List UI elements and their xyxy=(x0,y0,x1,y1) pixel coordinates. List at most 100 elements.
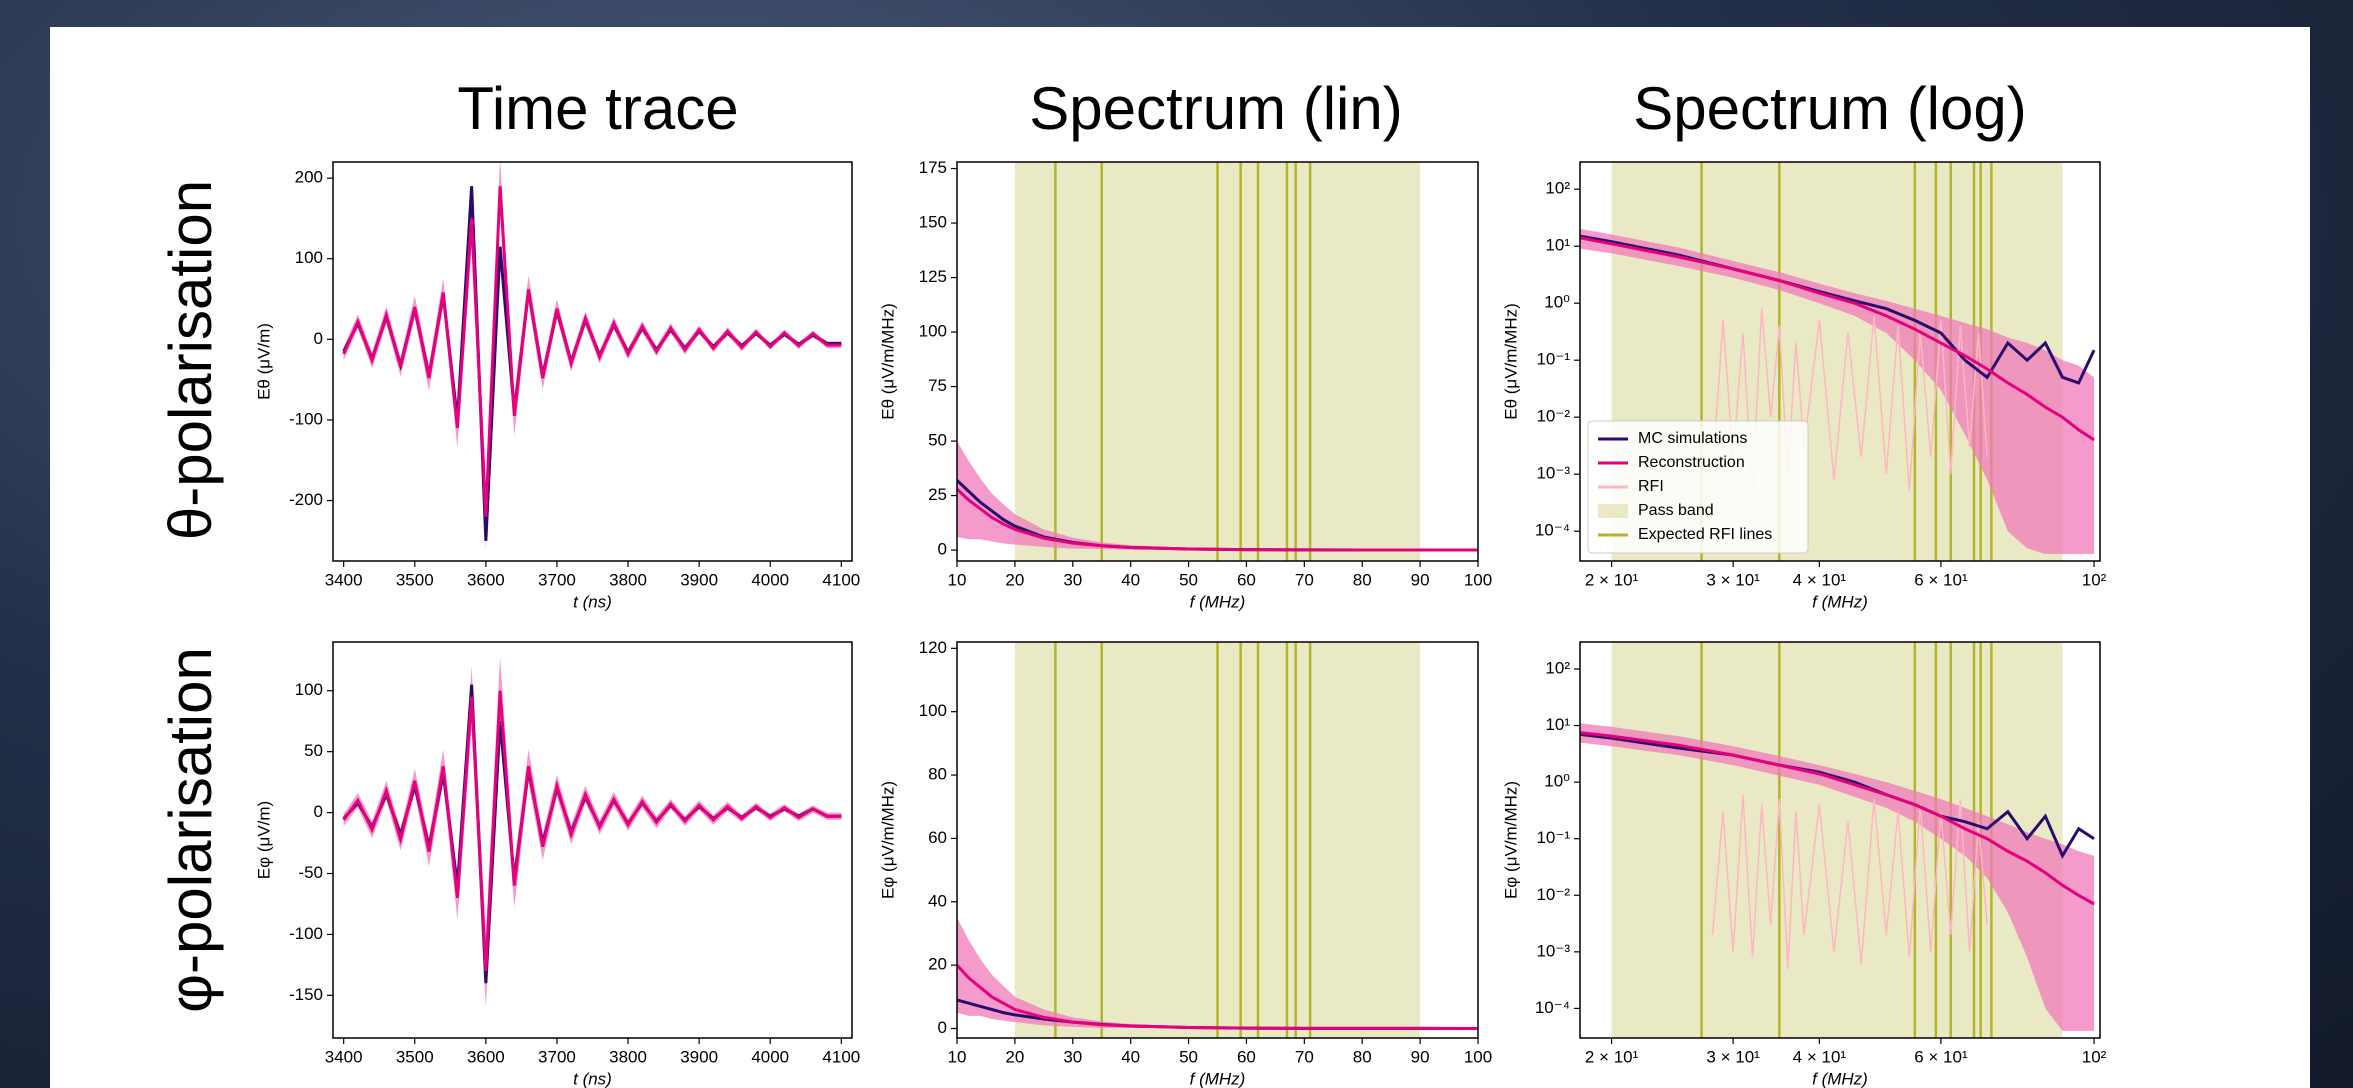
x-tick-label: 60 xyxy=(1237,570,1256,589)
x-axis-label: t (ns) xyxy=(573,1069,612,1088)
column-title: Spectrum (log) xyxy=(1633,75,2026,142)
series-line xyxy=(1580,236,2095,442)
plot-area xyxy=(957,162,1478,561)
y-tick-label: 120 xyxy=(919,638,947,657)
plot-area xyxy=(342,656,842,1008)
legend: MC simulations Reconstruction RFI Pass band… xyxy=(1587,420,1809,554)
x-tick-label: 4100 xyxy=(822,1047,860,1066)
y-tick-label: 75 xyxy=(928,376,947,395)
panel: 10 20 30 40 50 60 70 80 90 100 0 25 50 75 100 125 150 175… xyxy=(878,158,1492,611)
y-tick-label: 10⁻¹ xyxy=(1536,828,1570,847)
x-tick-label: 3600 xyxy=(467,570,505,589)
y-axis-label: Eφ (μV/m/MHz) xyxy=(1501,781,1520,899)
x-tick-label: 3700 xyxy=(538,1047,576,1066)
y-tick-label: 60 xyxy=(928,828,947,847)
legend-label: Reconstruction xyxy=(1638,454,1745,471)
y-axis-label: Eθ (μV/m/MHz) xyxy=(878,303,897,420)
uncertainty-band xyxy=(957,917,1478,1029)
x-tick-label: 20 xyxy=(1005,570,1024,589)
x-tick-label: 4000 xyxy=(751,1047,789,1066)
panel: 3400 3500 3600 3700 3800 3900 4000 4100 -150 -100… xyxy=(254,641,860,1088)
axes-frame xyxy=(332,641,853,1039)
x-tick-label: 90 xyxy=(1411,1047,1430,1066)
y-tick-label: 50 xyxy=(928,431,947,450)
y-tick-label: 100 xyxy=(919,322,947,341)
y-tick-label: 10¹ xyxy=(1545,715,1570,734)
x-tick-label: 4 × 10¹ xyxy=(1793,1047,1847,1066)
x-tick-label: 3600 xyxy=(467,1047,505,1066)
y-tick-label: 175 xyxy=(919,158,947,177)
column-title: Spectrum (lin) xyxy=(1029,75,1402,142)
x-tick-label: 3900 xyxy=(680,1047,718,1066)
legend-swatch xyxy=(1598,504,1628,518)
x-tick-label: 10 xyxy=(948,1047,967,1066)
axes-frame xyxy=(1579,161,2101,562)
panel: 2 × 10¹ 3 × 10¹ 4 × 10¹ 6 × 10¹ 10² 10⁻⁴ 10⁻³ 1… xyxy=(1501,161,2107,611)
legend-label: MC simulations xyxy=(1638,430,1747,447)
x-tick-label: 2 × 10¹ xyxy=(1585,570,1639,589)
y-tick-label: 10² xyxy=(1545,179,1570,198)
x-tick-label: 90 xyxy=(1411,570,1430,589)
series-line xyxy=(1711,794,1988,969)
panel: 3400 3500 3600 3700 3800 3900 4000 4100 -200 -100… xyxy=(254,161,860,611)
series-line xyxy=(342,690,842,972)
y-tick-label: 10⁰ xyxy=(1544,772,1570,791)
x-tick-label: 70 xyxy=(1295,570,1314,589)
y-tick-label: -100 xyxy=(289,409,323,428)
y-tick-label: 10¹ xyxy=(1545,236,1570,255)
y-tick-label: 80 xyxy=(928,765,947,784)
x-tick-label: 60 xyxy=(1237,1047,1256,1066)
x-tick-label: 6 × 10¹ xyxy=(1914,1047,1968,1066)
series-line xyxy=(957,964,1478,1030)
y-tick-label: 10⁻⁴ xyxy=(1535,521,1570,540)
panel: 10 20 30 40 50 60 70 80 90 100 0 20 40 60 80 100 120 f (M… xyxy=(878,638,1492,1088)
x-tick-label: 2 × 10¹ xyxy=(1585,1047,1639,1066)
x-axis-label: f (MHz) xyxy=(1812,592,1868,611)
y-axis-label: Eθ (μV/m/MHz) xyxy=(1501,303,1520,420)
legend-box xyxy=(1587,420,1809,554)
series-line xyxy=(1580,731,2095,906)
uncertainty-band xyxy=(957,441,1478,551)
y-tick-label: 0 xyxy=(314,802,323,821)
x-tick-label: 50 xyxy=(1179,570,1198,589)
x-tick-label: 40 xyxy=(1121,570,1140,589)
plot-area xyxy=(1580,642,2095,1038)
x-tick-label: 3500 xyxy=(396,1047,434,1066)
y-tick-label: 10⁻² xyxy=(1536,407,1570,426)
x-axis-label: t (ns) xyxy=(573,592,612,611)
x-tick-label: 3 × 10¹ xyxy=(1706,570,1760,589)
y-tick-label: 0 xyxy=(938,540,947,559)
y-tick-label: 10⁻¹ xyxy=(1536,350,1570,369)
y-axis-label: Eφ (μV/m/MHz) xyxy=(878,781,897,899)
x-tick-label: 3400 xyxy=(325,1047,363,1066)
y-axis-label: Eφ (μV/m) xyxy=(254,801,273,879)
row-label: θ-polarisation xyxy=(157,180,224,540)
y-tick-label: 100 xyxy=(295,248,323,267)
y-tick-label: 50 xyxy=(304,741,323,760)
x-tick-label: 3400 xyxy=(325,570,363,589)
y-tick-label: 40 xyxy=(928,891,947,910)
x-tick-label: 80 xyxy=(1353,570,1372,589)
row-label: φ-polarisation xyxy=(157,647,224,1013)
y-tick-label: 10⁻² xyxy=(1536,885,1570,904)
y-tick-label: 20 xyxy=(928,955,947,974)
legend-label: Expected RFI lines xyxy=(1638,526,1772,543)
series-line xyxy=(957,487,1478,552)
x-tick-label: 100 xyxy=(1464,570,1492,589)
x-axis-label: f (MHz) xyxy=(1812,1069,1868,1088)
axes-frame xyxy=(332,161,853,562)
series-line xyxy=(342,186,842,517)
y-axis-label: Eθ (μV/m) xyxy=(254,323,273,400)
axes-frame xyxy=(1579,641,2101,1039)
x-tick-label: 80 xyxy=(1353,1047,1372,1066)
y-tick-label: 100 xyxy=(295,680,323,699)
x-tick-label: 4100 xyxy=(822,570,860,589)
x-tick-label: 4000 xyxy=(751,570,789,589)
legend-label: Pass band xyxy=(1638,502,1714,519)
x-tick-label: 10 xyxy=(948,570,967,589)
y-tick-label: 0 xyxy=(938,1018,947,1037)
y-tick-label: 25 xyxy=(928,485,947,504)
x-tick-label: 70 xyxy=(1295,1047,1314,1066)
